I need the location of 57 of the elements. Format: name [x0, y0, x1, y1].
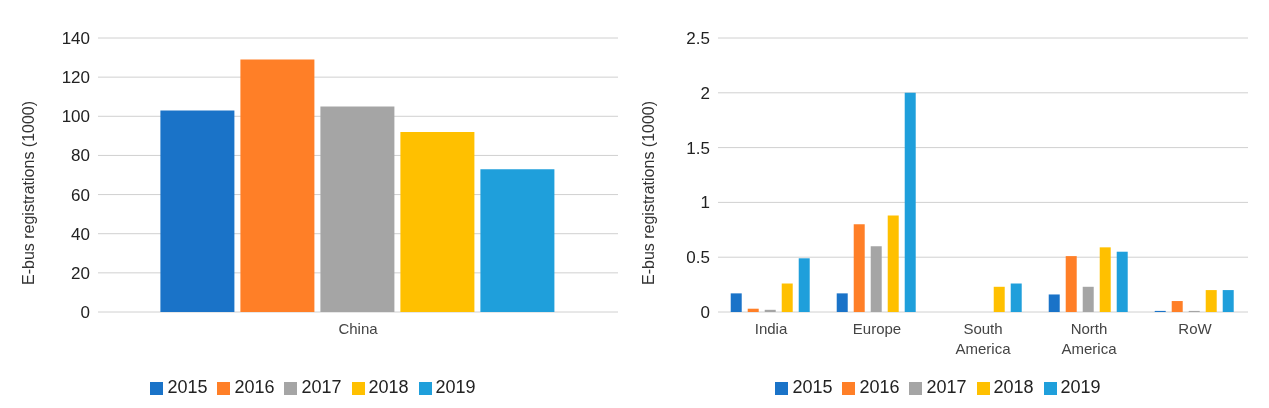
y-tick-label: 0.5: [686, 248, 710, 268]
bar: [836, 293, 848, 312]
bar: [1099, 247, 1111, 312]
y-tick-label: 60: [71, 185, 90, 205]
legend-label: 2015: [167, 377, 208, 397]
legend-label: 2017: [926, 377, 967, 397]
bar: [1082, 286, 1094, 312]
x-tick-label: South America: [955, 320, 1012, 357]
x-tick-label: RoW: [1178, 320, 1213, 337]
bar: [904, 92, 916, 312]
bar: [1116, 251, 1128, 312]
bar: [1222, 290, 1234, 312]
bar: [993, 286, 1005, 312]
bar: [1205, 290, 1217, 312]
bar: [781, 283, 793, 312]
legend-label: 2019: [435, 377, 476, 397]
y-axis-title: E-bus registrations (1000): [19, 100, 37, 285]
bar: [320, 106, 395, 312]
y-tick-label: 0: [80, 303, 90, 323]
y-tick-label: 2: [700, 83, 710, 103]
legend-label: 2015: [792, 377, 833, 397]
y-tick-label: 100: [61, 107, 90, 127]
bar: [1065, 256, 1077, 312]
y-tick-label: 20: [71, 263, 90, 283]
bar: [1048, 294, 1060, 312]
x-tick-label: Europe: [852, 320, 902, 337]
bar: [887, 215, 899, 312]
legend-label: 2016: [234, 377, 275, 397]
bar: [870, 246, 882, 312]
bar: [240, 59, 315, 312]
y-tick-label: 120: [61, 68, 90, 88]
legend-label: 2017: [301, 377, 342, 397]
bar: [480, 169, 555, 312]
y-tick-label: 80: [71, 146, 90, 166]
legend-label: 2016: [859, 377, 900, 397]
bar: [853, 224, 865, 312]
bar: [764, 309, 776, 312]
bar: [798, 258, 810, 312]
y-axis-title: E-bus registrations (1000): [639, 100, 657, 285]
y-tick-label: 40: [71, 224, 90, 244]
bar: [1010, 283, 1022, 312]
x-tick-label: North America: [1061, 320, 1118, 357]
x-tick-label: China: [338, 320, 379, 337]
bar: [730, 293, 742, 312]
y-tick-label: 0: [700, 303, 710, 323]
y-tick-label: 1: [700, 193, 710, 213]
bar: [400, 131, 475, 312]
y-tick-label: 1.5: [686, 138, 710, 158]
bar: [747, 308, 759, 312]
x-tick-label: India: [754, 320, 788, 337]
y-tick-label: 140: [61, 29, 90, 49]
legend-label: 2019: [1060, 377, 1101, 397]
legend-label: 2018: [993, 377, 1034, 397]
bar: [160, 110, 235, 312]
y-tick-label: 2.5: [686, 29, 710, 49]
bar: [1171, 301, 1183, 312]
legend-label: 2018: [368, 377, 409, 397]
